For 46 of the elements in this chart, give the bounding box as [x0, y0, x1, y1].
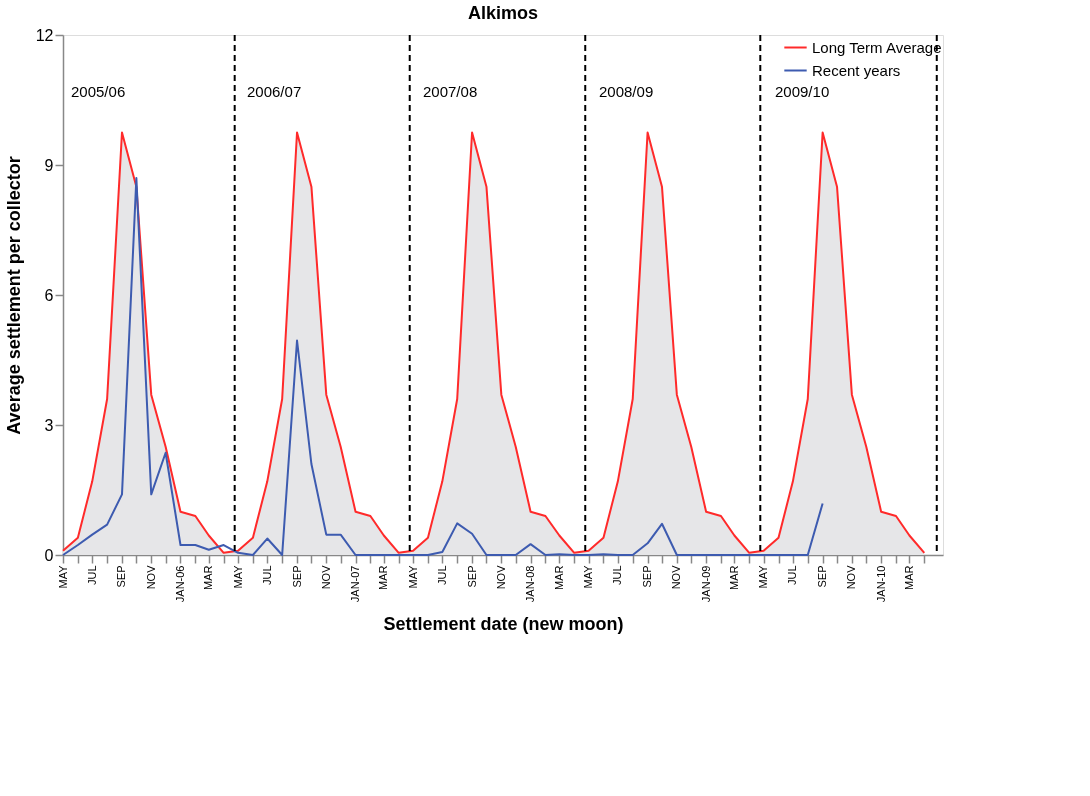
- x-tick-label: SEP: [816, 565, 829, 588]
- y-tick-label: 6: [44, 286, 54, 304]
- x-tick-label: JUL: [611, 565, 624, 586]
- legend-label: Long Term Average: [812, 38, 942, 56]
- x-tick-label: MAR: [202, 565, 215, 590]
- x-tick-label: NOV: [845, 564, 858, 590]
- x-tick-label: SEP: [641, 565, 654, 588]
- x-tick-label: SEP: [115, 565, 128, 588]
- x-tick-label: MAR: [552, 565, 565, 590]
- x-tick-label: JUL: [786, 565, 799, 586]
- annotation: 2007/08: [423, 83, 478, 101]
- x-tick-label: MAY: [582, 564, 595, 589]
- x-tick-label: MAR: [377, 565, 390, 590]
- chart-title: Alkimos: [467, 3, 539, 23]
- x-tick-label: JAN-06: [173, 565, 186, 603]
- x-tick-label: SEP: [465, 565, 478, 588]
- y-tick-label: 3: [44, 416, 54, 434]
- y-axis-title: Average settlement per collector: [3, 156, 24, 435]
- x-tick-label: MAY: [406, 564, 419, 589]
- annotation: 2009/10: [775, 83, 830, 101]
- x-tick-label: JAN-10: [874, 565, 887, 603]
- x-tick-label: MAR: [902, 565, 915, 590]
- x-tick-label: MAR: [727, 565, 740, 590]
- x-tick-label: JAN-07: [349, 565, 362, 603]
- y-tick-label: 0: [44, 546, 54, 564]
- x-tick-label: NOV: [319, 564, 332, 590]
- x-tick-label: JAN-09: [699, 565, 712, 603]
- line-series: [62, 177, 824, 556]
- legend-label: Recent years: [812, 61, 901, 79]
- x-tick-label: JUL: [85, 565, 98, 586]
- x-tick-label: NOV: [670, 564, 683, 590]
- x-tick-label: SEP: [290, 565, 303, 588]
- annotation: 2005/06: [71, 83, 126, 101]
- annotation: 2006/07: [247, 83, 302, 101]
- x-tick-label: JUL: [435, 565, 448, 586]
- y-tick-label: 9: [44, 156, 54, 174]
- x-tick-label: MAY: [56, 564, 69, 589]
- y-tick-label: 12: [35, 26, 54, 44]
- annotation: 2008/09: [599, 83, 654, 101]
- x-tick-label: MAY: [757, 564, 770, 589]
- x-tick-label: JUL: [260, 565, 273, 586]
- x-tick-label: MAY: [231, 564, 244, 589]
- x-tick-label: NOV: [144, 564, 157, 590]
- x-axis-title: Settlement date (new moon): [383, 614, 624, 635]
- x-tick-label: JAN-08: [524, 565, 537, 603]
- x-tick-label: NOV: [494, 564, 507, 590]
